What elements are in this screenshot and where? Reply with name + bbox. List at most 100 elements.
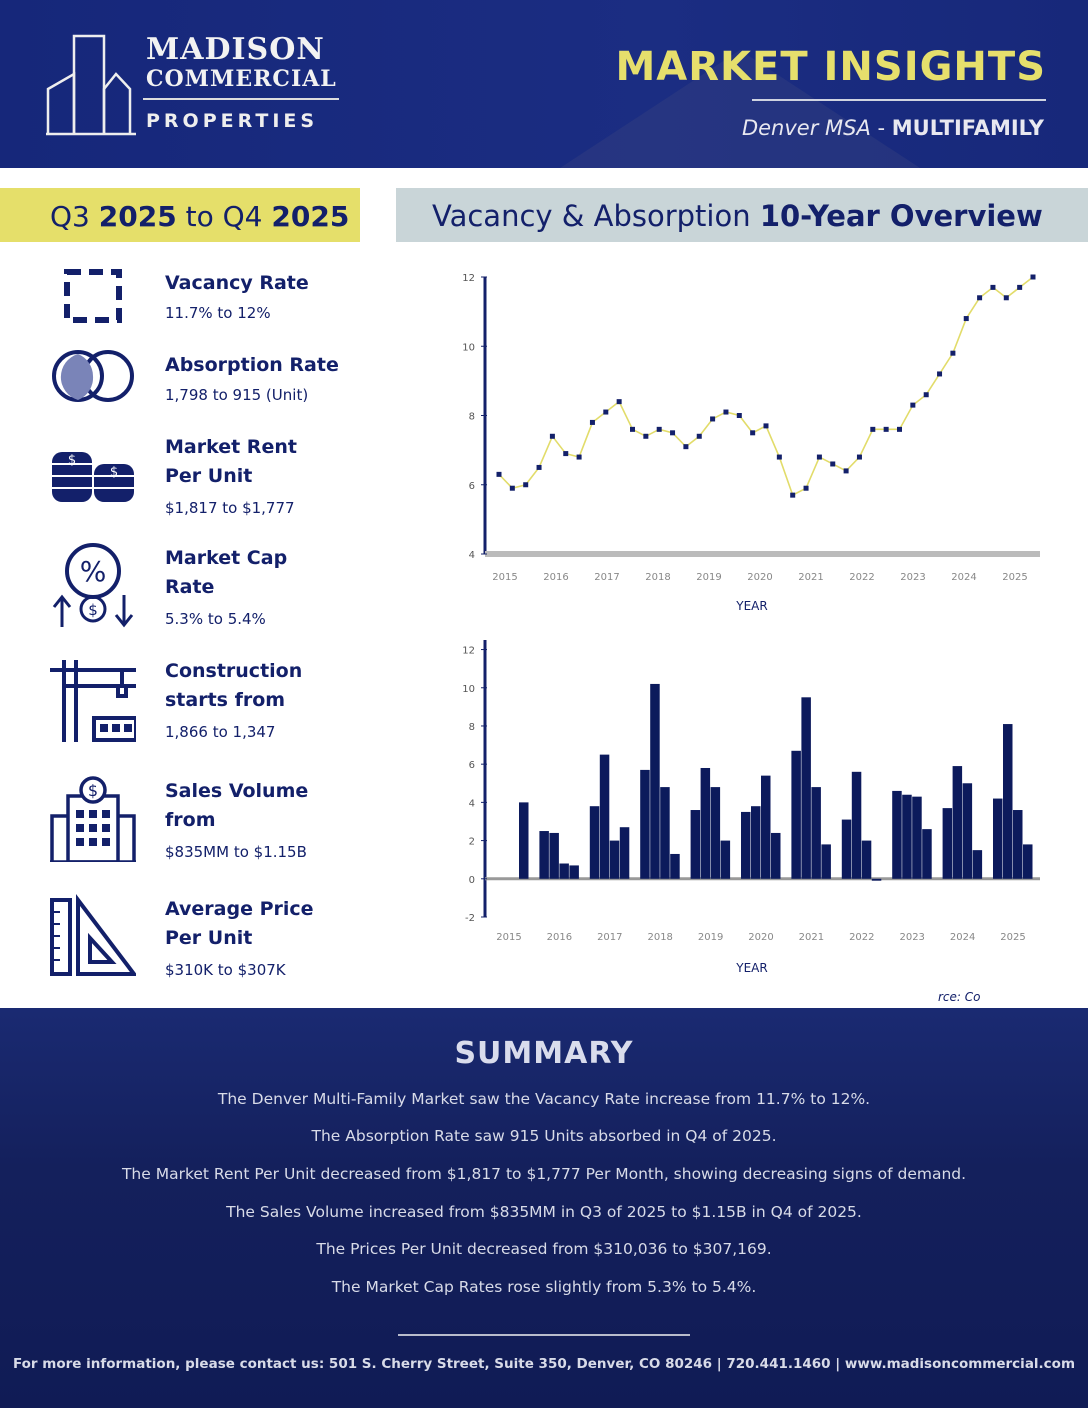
header-banner: MADISON COMMERCIAL PROPERTIES MARKET INS… [0, 0, 1088, 168]
stat-value: $835MM to $1.15B [165, 843, 307, 861]
bar [942, 808, 953, 879]
data-point [630, 426, 635, 432]
stat-value: $310K to $307K [165, 961, 286, 979]
data-point [683, 444, 689, 450]
data-point [830, 461, 836, 467]
subtitle-type: MULTIFAMILY [891, 116, 1044, 140]
stat-value: $1,817 to $1,777 [165, 499, 295, 517]
svg-text:$: $ [68, 453, 76, 468]
period-band: Q3 2025 to Q4 2025 [0, 188, 360, 242]
absorption-bar-chart: -2 0 2 4 6 8 10 12 2015 2016 2017 2018 2019 2020 2021 2… [462, 640, 1040, 975]
x-tick-label: 2022 [849, 572, 874, 583]
data-point [1017, 284, 1023, 290]
stat-label: Market Rent Per Unit [165, 436, 297, 487]
summary-line: The Market Rent Per Unit decreased from … [121, 1165, 967, 1183]
stat-label: Sales Volume from [165, 780, 309, 831]
bar [640, 769, 650, 879]
summary-line: The Sales Volume increased from $835MM i… [226, 1203, 862, 1221]
data-point [776, 454, 782, 460]
bar [1003, 724, 1013, 879]
x-tick-label: 2016 [543, 572, 568, 583]
data-point [696, 433, 702, 439]
bar [922, 829, 932, 879]
summary-title: SUMMARY [454, 1036, 634, 1071]
vacancy-line [498, 276, 1034, 497]
svg-text:$: $ [88, 781, 98, 800]
x-tick-label: 2015 [492, 572, 517, 583]
bar [962, 783, 973, 879]
bar [761, 775, 771, 879]
stat-label: Market Cap Rate [165, 547, 288, 598]
stat-value: 1,798 to 915 (Unit) [165, 386, 309, 404]
vacancy-icon [64, 269, 122, 323]
data-point [536, 464, 542, 470]
x-tick-label: 2024 [951, 572, 976, 583]
y-tick-label: 10 [462, 342, 475, 353]
x-tick-label: 2022 [849, 932, 874, 943]
footer-divider [398, 1334, 690, 1336]
bar [892, 790, 902, 879]
bank-building-icon: $ [50, 776, 136, 862]
bar [619, 827, 630, 879]
x-tick-label: 2024 [950, 932, 975, 943]
data-point [616, 399, 622, 405]
stat-label: Absorption Rate [165, 354, 339, 376]
x-axis-label: YEAR [735, 961, 767, 975]
data-point [643, 433, 649, 439]
bar [1013, 810, 1023, 879]
stat-label: Vacancy Rate [165, 272, 309, 294]
bar [861, 840, 872, 879]
bar [599, 754, 610, 879]
logo-text-properties: PROPERTIES [146, 110, 319, 132]
data-point [1003, 295, 1009, 301]
period-year-end: 2025 [271, 200, 350, 233]
data-point [589, 419, 595, 425]
coins-icon: $$ [52, 452, 134, 502]
y-tick-label: 4 [469, 550, 475, 561]
title-divider [752, 99, 1046, 101]
x-tick-label: 2019 [696, 572, 721, 583]
data-point [977, 295, 983, 301]
summary-line: The Absorption Rate saw 915 Units absorb… [311, 1127, 777, 1145]
bar [1023, 844, 1033, 879]
y-tick-label: 8 [469, 722, 475, 733]
data-point [670, 430, 676, 436]
charts-area: 4 6 8 10 12 2015 2016 2017 2018 2019 2020 2021 2022 2… [462, 273, 1040, 975]
subtitle-region: Denver MSA [741, 116, 871, 140]
ruler-triangle-icon [50, 894, 136, 976]
summary-line: The Market Cap Rates rose slightly from … [331, 1278, 757, 1296]
data-point [816, 454, 822, 460]
bar [609, 840, 620, 879]
bar [559, 863, 569, 879]
logo-skyline-icon [46, 34, 136, 136]
x-tick-label: 2023 [900, 572, 925, 583]
data-point [923, 392, 929, 398]
data-point [790, 492, 796, 498]
period-year-start: 2025 [98, 200, 177, 233]
y-tick-label: 0 [469, 875, 475, 886]
bar [952, 766, 963, 879]
page-subtitle: Denver MSA - MULTIFAMILY [742, 116, 1044, 140]
data-point [910, 402, 916, 408]
y-tick-label: 6 [469, 481, 475, 492]
x-axis-label: YEAR [735, 599, 767, 613]
footer-contact: For more information, please contact us:… [12, 1356, 1076, 1372]
x-tick-label: 2021 [798, 572, 823, 583]
period-quarter-end: Q4 [222, 200, 263, 233]
bar [751, 806, 761, 879]
bar [589, 806, 600, 879]
bar [851, 771, 862, 879]
summary-section [0, 1008, 1088, 1408]
data-point [937, 371, 943, 377]
bar [539, 831, 549, 879]
data-point [950, 350, 956, 356]
logo-text-madison: MADISON [146, 32, 325, 67]
data-point [963, 316, 969, 322]
bar [902, 794, 912, 879]
svg-text:$: $ [110, 465, 118, 480]
bar [660, 787, 670, 879]
overview-title-b: 10-Year Overview [759, 199, 1043, 233]
data-point [523, 482, 529, 488]
logo-text-commercial: COMMERCIAL [146, 66, 337, 92]
y-tick-label: -2 [465, 913, 475, 924]
